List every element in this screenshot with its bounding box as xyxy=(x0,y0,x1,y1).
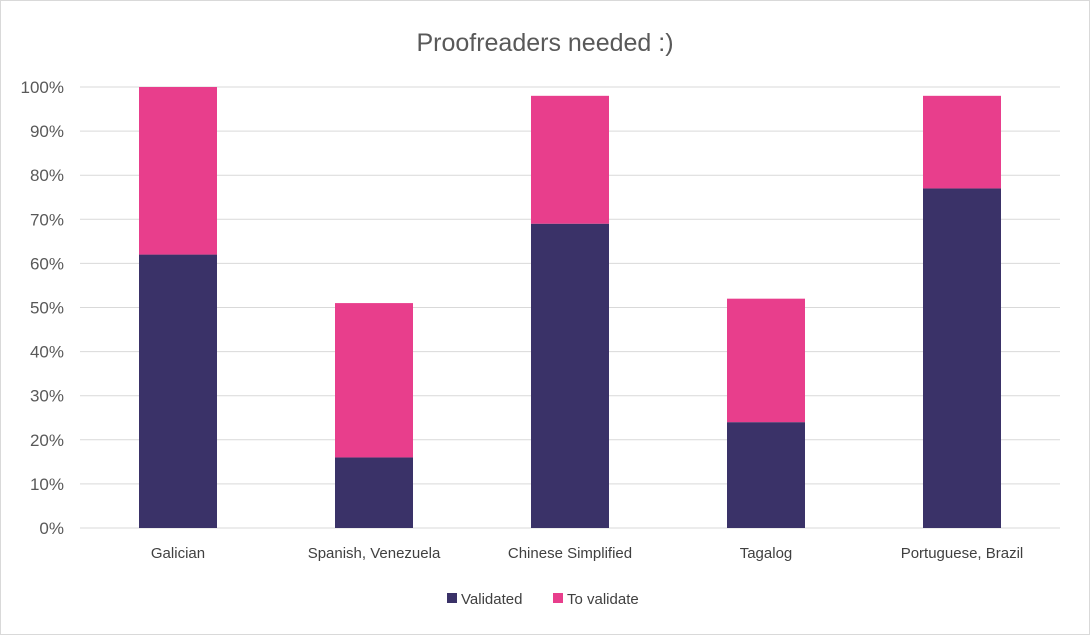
y-tick-label: 70% xyxy=(30,210,64,229)
legend-swatch xyxy=(447,593,457,603)
y-tick-label: 50% xyxy=(30,299,64,318)
y-tick-label: 60% xyxy=(30,254,64,273)
bar-validated xyxy=(139,254,217,528)
x-category-label: Tagalog xyxy=(740,545,793,562)
bar-validated xyxy=(531,223,609,528)
x-axis: Galician Spanish, Venezuela Chinese Simpli… xyxy=(151,545,1023,562)
x-category-label: Spanish, Venezuela xyxy=(308,545,441,562)
y-tick-label: 30% xyxy=(30,387,64,406)
legend-label: Validated xyxy=(461,591,522,608)
chart-title: Proofreaders needed :) xyxy=(416,29,673,57)
legend: Validated To validate xyxy=(447,591,639,608)
bar-to-validate xyxy=(727,298,805,423)
y-tick-label: 0% xyxy=(39,519,64,538)
y-tick-label: 90% xyxy=(30,122,64,141)
y-tick-label: 40% xyxy=(30,343,64,362)
x-category-label: Chinese Simplified xyxy=(508,545,632,562)
y-tick-label: 100% xyxy=(21,78,64,97)
y-tick-label: 20% xyxy=(30,431,64,450)
bar-validated xyxy=(923,188,1001,528)
x-category-label: Galician xyxy=(151,545,205,562)
bar-to-validate xyxy=(923,95,1001,189)
bar-to-validate xyxy=(531,95,609,224)
y-tick-label: 80% xyxy=(30,166,64,185)
legend-label: To validate xyxy=(567,591,639,608)
y-tick-label: 10% xyxy=(30,475,64,494)
x-category-label: Portuguese, Brazil xyxy=(901,545,1024,562)
bar-validated xyxy=(335,457,413,528)
bar-to-validate xyxy=(139,87,217,255)
bars xyxy=(139,87,1001,528)
y-axis: 0% 10% 20% 30% 40% 50% 60% 70% 80% 90% 100% xyxy=(21,78,64,538)
bar-validated xyxy=(727,422,805,528)
bar-to-validate xyxy=(335,303,413,458)
legend-swatch xyxy=(553,593,563,603)
